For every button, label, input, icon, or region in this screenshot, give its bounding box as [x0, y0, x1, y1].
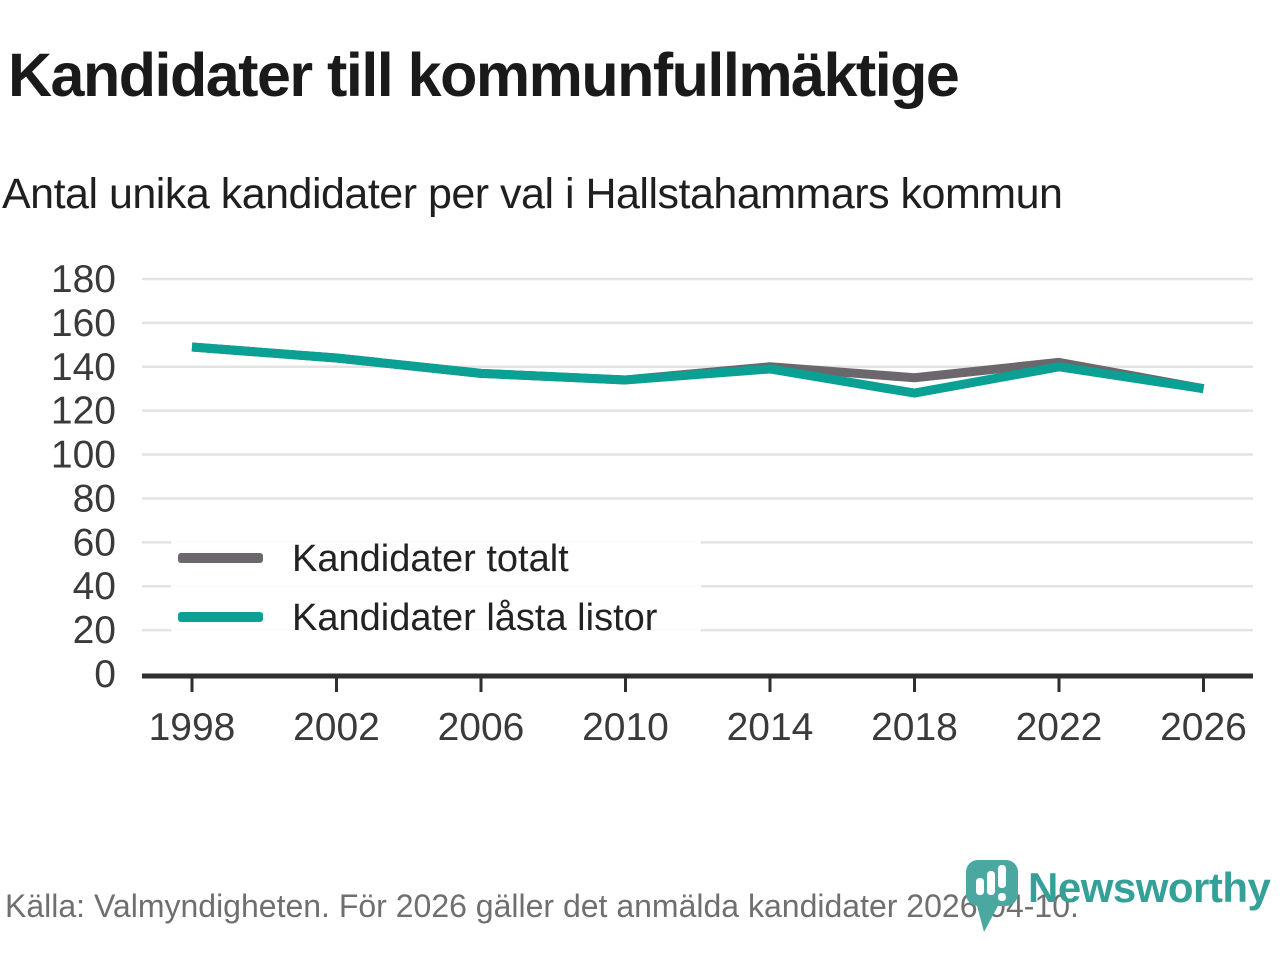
chart-subtitle: Antal unika kandidater per val i Hallsta…: [2, 170, 1063, 218]
x-tick-label: 2002: [293, 706, 380, 749]
y-tick-label: 20: [73, 609, 116, 652]
y-tick-label: 0: [94, 653, 116, 696]
source-note: Källa: Valmyndigheten. För 2026 gäller d…: [5, 888, 1079, 924]
legend-label: Kandidater totalt: [292, 538, 569, 580]
y-tick-label: 60: [73, 521, 116, 564]
legend-background: [171, 531, 701, 655]
newsworthy-logo: Newsworthy: [960, 856, 1280, 946]
newsworthy-pin-icon: [966, 860, 1018, 932]
chart-title: Kandidater till kommunfullmäktige: [8, 41, 960, 109]
y-tick-label: 40: [73, 565, 116, 608]
x-tick-label: 2010: [582, 706, 669, 749]
y-tick-label: 120: [51, 390, 116, 433]
legend-label: Kandidater låsta listor: [292, 597, 658, 639]
y-tick-label: 160: [51, 302, 116, 345]
x-tick-label: 2006: [438, 706, 525, 749]
legend-swatch: [178, 553, 263, 563]
newsworthy-wordmark: Newsworthy: [1028, 864, 1271, 911]
legend-swatch: [178, 612, 263, 622]
x-tick-label: 2014: [727, 706, 814, 749]
y-tick-label: 80: [73, 477, 116, 520]
x-tick-label: 1998: [149, 706, 236, 749]
series-line-locked-lists: [191, 342, 1205, 398]
x-tick-label: 2026: [1160, 706, 1247, 749]
y-tick-label: 180: [51, 258, 116, 301]
x-tick-label: 2018: [871, 706, 958, 749]
y-tick-label: 100: [51, 434, 116, 477]
y-tick-label: 140: [51, 346, 116, 389]
x-tick-label: 2022: [1016, 706, 1103, 749]
